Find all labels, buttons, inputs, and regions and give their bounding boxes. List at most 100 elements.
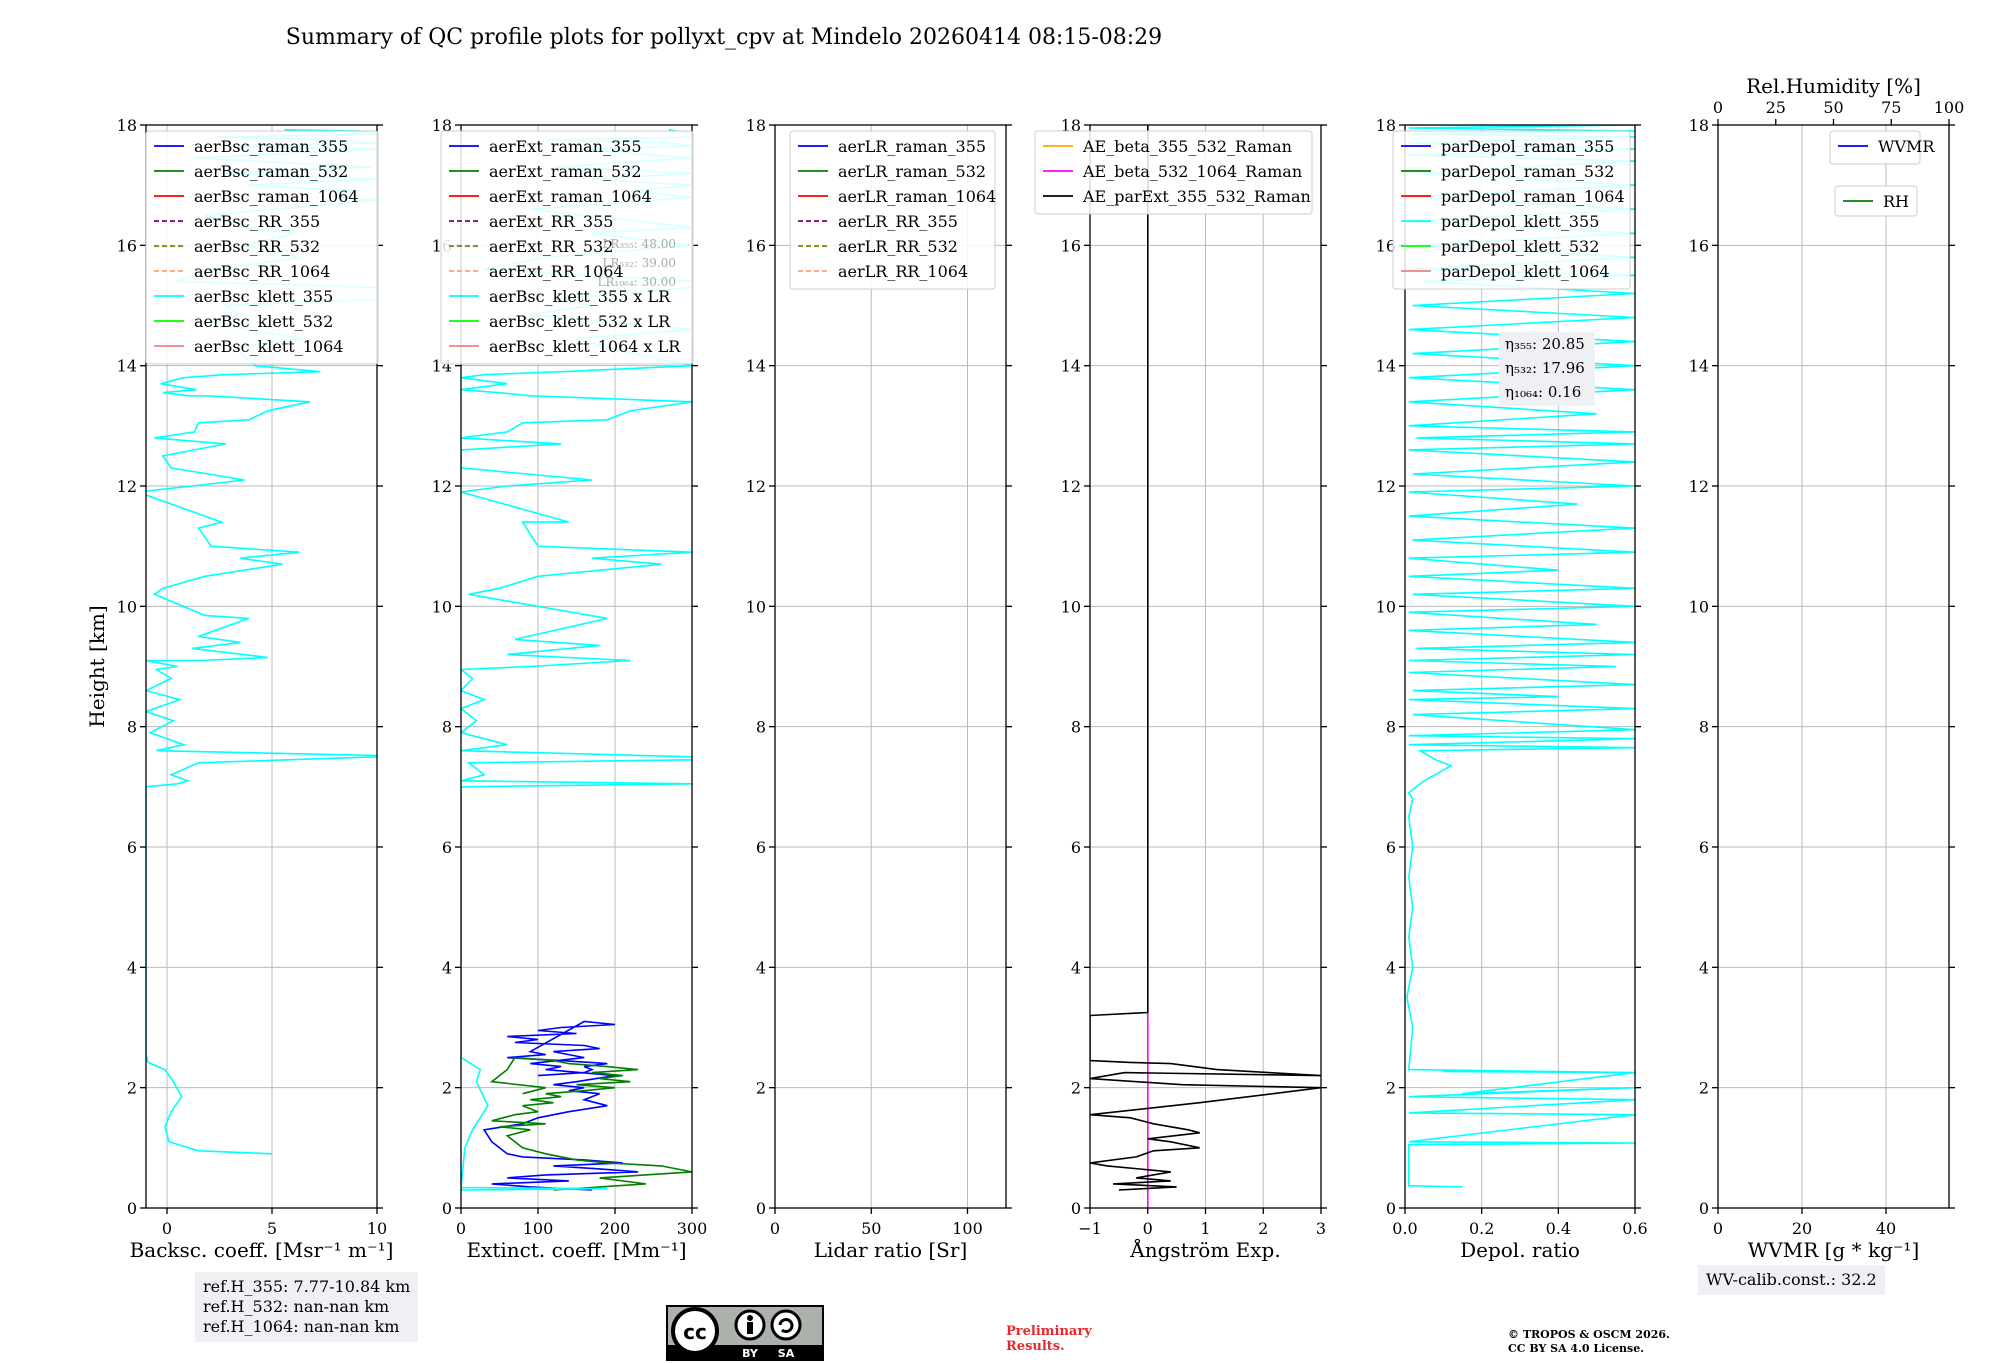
y-tick-label: 10 bbox=[746, 597, 766, 616]
y-tick-label: 4 bbox=[1071, 958, 1081, 977]
y-tick-label: 18 bbox=[746, 116, 766, 135]
x-tick-label: 2 bbox=[1258, 1219, 1268, 1238]
x-axis-label: Depol. ratio bbox=[1460, 1238, 1580, 1262]
cc-by-label: BY bbox=[742, 1347, 759, 1359]
top-x-tick-label: 75 bbox=[1881, 98, 1901, 117]
x-axis-label: WVMR [g * kg⁻¹] bbox=[1748, 1238, 1920, 1262]
y-tick-label: 8 bbox=[1699, 718, 1709, 737]
legend-label: aerBsc_klett_532 x LR bbox=[489, 312, 671, 331]
axes-frame bbox=[145, 124, 378, 1209]
legend-label: aerExt_RR_532 bbox=[489, 237, 613, 256]
x-axis-label: Backsc. coeff. [Msr⁻¹ m⁻¹] bbox=[130, 1238, 394, 1262]
copyright-notice: © TROPOS & OSCM 2026. CC BY SA 4.0 Licen… bbox=[1508, 1328, 1670, 1355]
legend-label: aerExt_raman_532 bbox=[489, 162, 642, 181]
axes-frame bbox=[1404, 124, 1636, 1209]
top-x-tick-label: 25 bbox=[1766, 98, 1786, 117]
y-tick-label: 12 bbox=[1376, 477, 1396, 496]
legend-label: AE_parExt_355_532_Raman bbox=[1082, 187, 1311, 206]
legend-box bbox=[440, 130, 694, 365]
refh-1064-text: ref.H_1064: nan-nan km bbox=[203, 1317, 400, 1336]
y-tick-label: 4 bbox=[442, 958, 452, 977]
legend-box bbox=[1829, 130, 1921, 165]
legend-label: aerLR_raman_1064 bbox=[838, 187, 996, 206]
y-tick-label: 12 bbox=[1689, 477, 1709, 496]
cc-sa-label: SA bbox=[778, 1347, 795, 1359]
legend-label: parDepol_klett_1064 bbox=[1441, 262, 1610, 281]
y-tick-label: 4 bbox=[1699, 958, 1709, 977]
legend-label: parDepol_klett_355 bbox=[1441, 212, 1599, 231]
y-tick-label: 10 bbox=[1061, 597, 1081, 616]
y-tick-label: 4 bbox=[127, 958, 137, 977]
eta-annotation: η₃₅₅: 20.85 bbox=[1505, 335, 1585, 353]
x-tick-label: −1 bbox=[1078, 1219, 1102, 1238]
legend-label: parDepol_raman_1064 bbox=[1441, 187, 1625, 206]
y-tick-label: 14 bbox=[746, 357, 766, 376]
legend-label: aerBsc_klett_1064 bbox=[194, 337, 343, 356]
x-tick-label: 3 bbox=[1316, 1219, 1326, 1238]
x-tick-label: 0 bbox=[1713, 1219, 1723, 1238]
x-tick-label: 10 bbox=[367, 1219, 387, 1238]
legend-label: aerLR_raman_355 bbox=[838, 137, 986, 156]
axes-frame bbox=[1717, 124, 1950, 1209]
y-tick-label: 6 bbox=[1699, 838, 1709, 857]
y-tick-label: 2 bbox=[1386, 1079, 1396, 1098]
x-tick-label: 0 bbox=[770, 1219, 780, 1238]
x-axis-label: Lidar ratio [Sr] bbox=[814, 1238, 968, 1262]
series-aerext-raman-532 bbox=[489, 1056, 692, 1191]
x-tick-label: 0 bbox=[1143, 1219, 1153, 1238]
y-tick-label: 10 bbox=[117, 597, 137, 616]
legend-box bbox=[145, 130, 379, 365]
lr-annotation: LR₅₃₂: 39.00 bbox=[602, 256, 676, 270]
y-tick-label: 12 bbox=[746, 477, 766, 496]
legend-label: aerBsc_raman_532 bbox=[194, 162, 348, 181]
eta-annotation: η₁₀₆₄: 0.16 bbox=[1505, 383, 1581, 401]
x-tick-label: 0.4 bbox=[1546, 1219, 1571, 1238]
y-tick-label: 0 bbox=[442, 1199, 452, 1218]
y-tick-label: 16 bbox=[1376, 236, 1396, 255]
y-tick-label: 6 bbox=[1386, 838, 1396, 857]
y-tick-label: 18 bbox=[1061, 116, 1081, 135]
legend2-box bbox=[1834, 185, 1918, 217]
y-tick-label: 14 bbox=[117, 357, 137, 376]
figure-title: Summary of QC profile plots for pollyxt_… bbox=[286, 25, 1162, 50]
series-ae-parext-355-532-raman bbox=[1090, 125, 1321, 1191]
legend-label: aerExt_raman_355 bbox=[489, 137, 642, 156]
legend-label: aerBsc_klett_355 bbox=[194, 287, 333, 306]
cc-by-sa-badge: cc BY SA bbox=[666, 1305, 824, 1361]
x-tick-label: 40 bbox=[1876, 1219, 1896, 1238]
y-tick-label: 2 bbox=[1699, 1079, 1709, 1098]
legend-box bbox=[1034, 130, 1313, 215]
y-tick-label: 8 bbox=[756, 718, 766, 737]
y-tick-label: 10 bbox=[432, 597, 452, 616]
x-tick-label: 0 bbox=[162, 1219, 172, 1238]
y-tick-label: 2 bbox=[756, 1079, 766, 1098]
refh-355-text: ref.H_355: 7.77-10.84 km bbox=[203, 1277, 411, 1296]
y-tick-label: 10 bbox=[1376, 597, 1396, 616]
y-tick-label: 8 bbox=[1071, 718, 1081, 737]
legend-box bbox=[1392, 130, 1631, 290]
x-axis-label: Ångström Exp. bbox=[1129, 1237, 1280, 1262]
y-tick-label: 4 bbox=[1386, 958, 1396, 977]
y-tick-label: 14 bbox=[1061, 357, 1081, 376]
y-tick-label: 2 bbox=[127, 1079, 137, 1098]
svg-text:cc: cc bbox=[683, 1320, 707, 1344]
y-tick-label: 12 bbox=[1061, 477, 1081, 496]
legend-label: aerBsc_klett_1064 x LR bbox=[489, 337, 681, 356]
y-tick-label: 18 bbox=[1689, 116, 1709, 135]
x-tick-label: 0 bbox=[456, 1219, 466, 1238]
eta-box bbox=[1499, 332, 1595, 406]
x-tick-label: 0.6 bbox=[1622, 1219, 1647, 1238]
legend-label: aerBsc_klett_355 x LR bbox=[489, 287, 671, 306]
x-tick-label: 5 bbox=[267, 1219, 277, 1238]
legend-label: parDepol_raman_532 bbox=[1441, 162, 1614, 181]
legend-label: aerLR_RR_532 bbox=[838, 237, 958, 256]
preliminary-results-label: Preliminary Results. bbox=[1006, 1324, 1092, 1354]
x-tick-label: 200 bbox=[600, 1219, 631, 1238]
legend-label: aerExt_RR_1064 bbox=[489, 262, 624, 281]
legend-label: aerLR_RR_1064 bbox=[838, 262, 968, 281]
y-tick-label: 16 bbox=[746, 236, 766, 255]
